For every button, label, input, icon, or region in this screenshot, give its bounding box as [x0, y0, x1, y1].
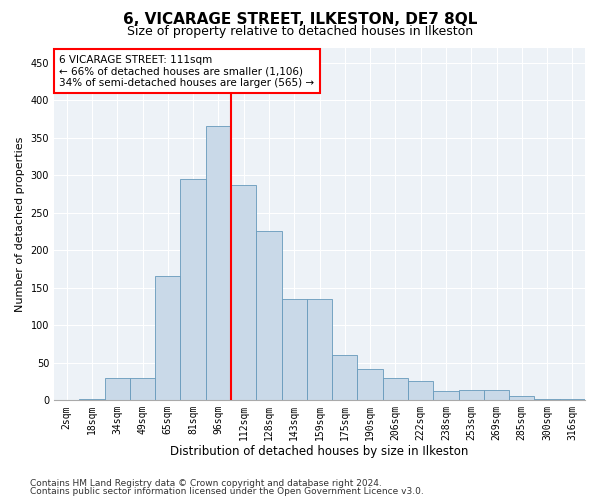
Bar	[383, 378, 408, 400]
Bar	[535, 398, 560, 400]
Bar	[332, 355, 358, 400]
Text: 6, VICARAGE STREET, ILKESTON, DE7 8QL: 6, VICARAGE STREET, ILKESTON, DE7 8QL	[123, 12, 477, 28]
Bar	[433, 391, 458, 400]
Bar	[458, 390, 484, 400]
Text: Contains HM Land Registry data © Crown copyright and database right 2024.: Contains HM Land Registry data © Crown c…	[30, 478, 382, 488]
Bar	[181, 179, 206, 400]
Bar	[408, 382, 433, 400]
Bar	[104, 378, 130, 400]
Text: 6 VICARAGE STREET: 111sqm
← 66% of detached houses are smaller (1,106)
34% of se: 6 VICARAGE STREET: 111sqm ← 66% of detac…	[59, 54, 314, 88]
Text: Contains public sector information licensed under the Open Government Licence v3: Contains public sector information licen…	[30, 487, 424, 496]
Bar	[307, 299, 332, 400]
Bar	[231, 185, 256, 400]
Bar	[509, 396, 535, 400]
Bar	[79, 398, 104, 400]
Bar	[206, 126, 231, 400]
Bar	[358, 368, 383, 400]
Bar	[484, 390, 509, 400]
Text: Size of property relative to detached houses in Ilkeston: Size of property relative to detached ho…	[127, 25, 473, 38]
X-axis label: Distribution of detached houses by size in Ilkeston: Distribution of detached houses by size …	[170, 444, 469, 458]
Bar	[256, 232, 281, 400]
Bar	[155, 276, 181, 400]
Bar	[281, 299, 307, 400]
Bar	[130, 378, 155, 400]
Y-axis label: Number of detached properties: Number of detached properties	[15, 136, 25, 312]
